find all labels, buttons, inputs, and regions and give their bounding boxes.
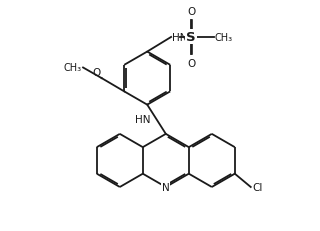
Text: O: O [93, 68, 101, 78]
Text: S: S [186, 31, 196, 44]
Text: HN: HN [135, 115, 151, 125]
Text: Cl: Cl [252, 182, 262, 192]
Text: HN: HN [172, 33, 187, 43]
Text: N: N [162, 182, 170, 192]
Text: CH₃: CH₃ [214, 33, 232, 43]
Text: O: O [187, 7, 195, 17]
Text: CH₃: CH₃ [64, 63, 82, 73]
Text: O: O [187, 58, 195, 68]
